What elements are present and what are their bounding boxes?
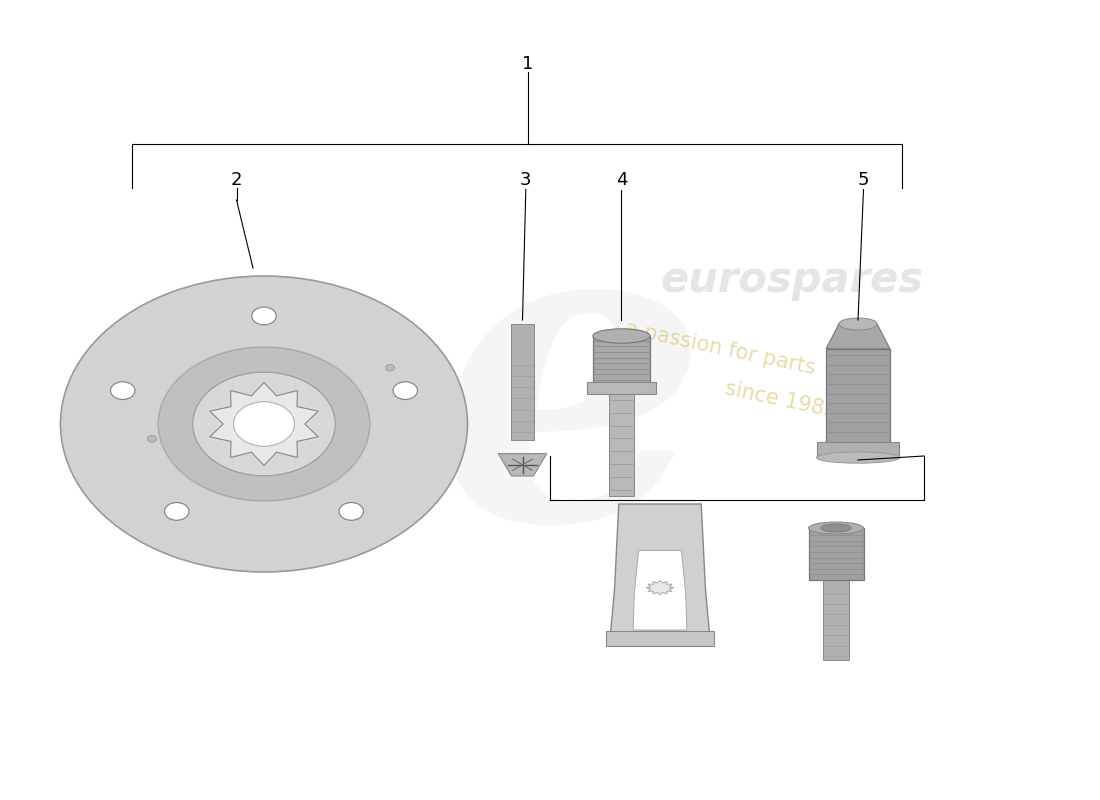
Ellipse shape — [839, 318, 877, 330]
Text: e: e — [436, 191, 708, 609]
Circle shape — [158, 347, 370, 501]
Circle shape — [110, 382, 135, 399]
Polygon shape — [498, 454, 547, 476]
Circle shape — [393, 382, 418, 399]
Circle shape — [147, 435, 156, 442]
Bar — [609, 388, 634, 496]
Text: since 1985: since 1985 — [723, 378, 839, 422]
Polygon shape — [634, 550, 686, 630]
Circle shape — [386, 365, 395, 371]
Ellipse shape — [821, 524, 851, 532]
Text: eurospares: eurospares — [660, 259, 924, 301]
Text: 1: 1 — [522, 55, 534, 73]
Text: 4: 4 — [616, 171, 627, 189]
Bar — [512, 324, 534, 440]
Bar — [808, 528, 864, 580]
Text: 3: 3 — [520, 171, 531, 189]
Circle shape — [192, 372, 336, 476]
Ellipse shape — [808, 522, 864, 534]
Text: 2: 2 — [231, 171, 242, 189]
Circle shape — [339, 502, 363, 520]
Polygon shape — [210, 382, 318, 466]
Circle shape — [165, 502, 189, 520]
Bar — [823, 580, 849, 660]
Polygon shape — [646, 581, 674, 595]
Circle shape — [233, 402, 295, 446]
Circle shape — [252, 307, 276, 325]
Bar — [587, 382, 656, 394]
Polygon shape — [826, 324, 890, 349]
Bar — [593, 336, 650, 388]
Bar — [606, 631, 714, 646]
Bar — [816, 442, 900, 458]
Text: a passion for parts: a passion for parts — [624, 318, 817, 378]
Circle shape — [60, 276, 468, 572]
Text: 5: 5 — [858, 171, 869, 189]
Ellipse shape — [816, 452, 900, 463]
Ellipse shape — [593, 329, 650, 343]
Bar — [826, 349, 890, 448]
Polygon shape — [610, 504, 710, 634]
